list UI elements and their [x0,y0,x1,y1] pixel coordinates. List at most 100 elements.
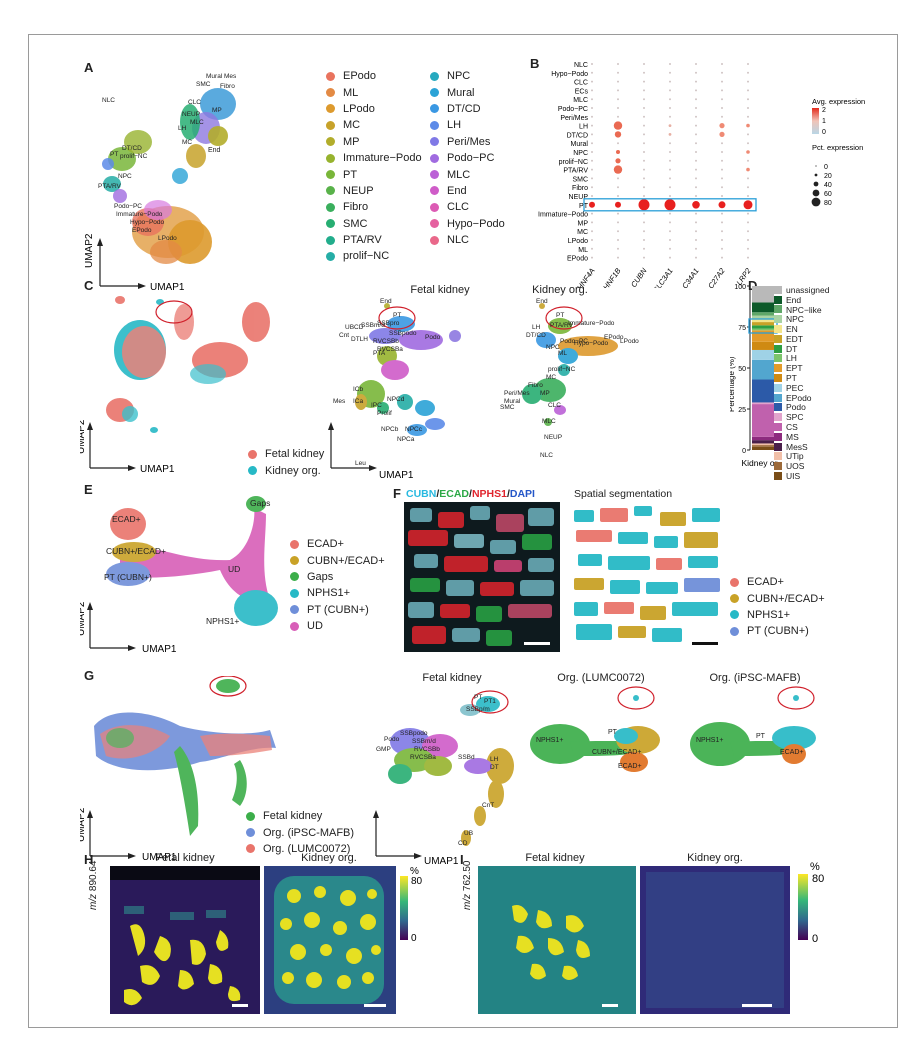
panel-a-legend-label: ML [343,86,359,99]
panel-b-dot [591,195,593,197]
panel-c-org-label: ML [558,350,568,357]
panel-d-bar-segment [752,302,774,313]
panel-f-stain-image [404,502,560,652]
panel-d-bar-segment [752,349,774,360]
panel-a-label: Fibro [220,83,235,90]
panel-c-fetal-label: Cnt [339,332,350,339]
panel-d-legend-label: SPC [786,412,804,423]
panel-d-xlabel: Kidney org. [742,458,779,468]
panel-b-dot [591,186,593,189]
panel-d-legend-swatch [774,403,782,412]
panel-b-row-label: EPodo [567,256,588,263]
panel-b-dot [721,107,723,109]
panel-b-dot [591,221,593,224]
panel-d-bar-segment [752,379,774,403]
panel-b-dot [669,212,671,215]
panel-a-legend-swatch [326,137,335,147]
panel-b-gene-label: SLC34A1 [675,266,701,288]
panel-b-dot [721,142,723,145]
panel-b-dot [692,201,700,209]
panel-b-dot [747,71,749,74]
panel-b-dot [695,159,697,162]
panel-f-stain-word: CUBN [406,488,437,500]
panel-c-org-label: LPodo [620,338,639,345]
panel-b-avg-tick: 2 [822,107,826,114]
panel-b-dot [719,131,725,137]
panel-b-dot [643,115,645,118]
panel-a-label: MP [212,107,222,114]
panel-a-label: PTA/RV [98,183,122,190]
panel-f-legend-item: PT (CUBN+) [730,623,825,639]
panel-c-fetal-label: PTA [373,350,386,357]
panel-b-dot [643,151,645,153]
panel-e-legend-item: UD [290,618,385,634]
panel-c-fetal-xlabel: UMAP1 [379,470,414,480]
panel-d-legend-item: MS [774,432,829,442]
panel-a-label: Podo−PC [114,203,142,210]
panel-a-legend-label: Podo−PC [447,152,495,165]
panel-b-dot [617,142,619,145]
panel-i-title-fetal: Fetal kidney [525,852,585,864]
panel-a-legend-item: LH [430,117,505,133]
panel-a-legend-label: prolif−NC [343,250,390,263]
panel-d-ytick-label: 100 [734,284,746,291]
panel-g-legend-label: Org. (LUMC0072) [263,842,351,855]
panel-b-pct-tick: 80 [824,200,832,207]
panel-c-legend-label: Kidney org. [265,464,321,477]
panel-b-dot [591,89,593,92]
panel-h-fetal-msi [110,866,260,1014]
panel-f-stain-word: ECAD [439,488,470,500]
panel-g-org1-label: ECAD+ [618,763,642,770]
panel-h-title-fetal: Fetal kidney [155,852,215,864]
panel-c-fetal-label: DTLH [351,336,368,343]
panel-a-legend-swatch [430,235,439,245]
panel-a-legend-item: LPodo [326,101,422,117]
panel-d-legend-swatch [774,423,782,432]
panel-e-legend-label: NPHS1+ [307,587,351,600]
panel-b-dot [747,159,749,162]
panel-b-dot [591,133,593,136]
panel-g-fetal-label: SSBp/m [466,706,490,713]
panel-b-dot [643,142,645,145]
panel-d-legend-item: unassigned [774,285,829,295]
panel-c-org-label: Podo−PC [560,338,589,345]
panel-b-dot [747,177,749,180]
panel-b-row-label: Fibro [572,185,588,192]
panel-b-dot [638,199,650,211]
panel-g-fetal-labels: PT1 PT SSBp/m SSBpodo Podo SSBm/d RVCSBb RVCSBa… [370,684,530,866]
panel-d-legend-swatch [774,432,782,441]
panel-b-dot [613,121,623,130]
panel-i-min: 0 [812,933,818,945]
panel-a-legend-item: prolif−NC [326,248,422,264]
panel-a-legend-swatch [326,170,335,180]
panel-e-map-label: Gaps [250,498,270,508]
panel-b-dot [669,159,671,162]
panel-a-legend-swatch [326,202,335,212]
panel-d-legend-label: NPC [786,314,804,325]
panel-b-dot [643,63,645,65]
panel-b-dot [617,89,619,92]
panel-b-dot [669,142,671,145]
panel-a-legend-label: DT/CD [447,102,481,115]
panel-c-org-label: MC [546,374,557,381]
panel-b-dot [669,63,671,65]
panel-e-map-label: NPHS1+ [206,616,239,626]
panel-d-legend-item: EN [774,324,829,334]
panel-b-dot [747,98,749,101]
panel-a-legend-item: MLC [430,166,505,182]
panel-b-pct-dot [814,173,818,177]
panel-g-combined-umap: UMAP2 UMAP1 [80,676,276,863]
panel-d-legend-swatch [774,462,782,471]
panel-a-legend-swatch [326,186,335,196]
panel-b-dot [591,71,593,74]
panel-a-legend-item: PTA/RV [326,232,422,248]
panel-b-row-label: SMC [572,176,588,183]
panel-c-fetal-label: PT [393,312,402,319]
panel-b-dot [643,71,645,74]
panel-b-row-label: CLC [574,80,588,87]
panel-a-legend-item: CLC [430,199,505,215]
panel-e-legend-label: Gaps [307,570,334,583]
panel-f-stain-word: / [469,488,472,500]
panel-d-legend-swatch [774,413,782,422]
panel-b-dot [617,221,619,224]
